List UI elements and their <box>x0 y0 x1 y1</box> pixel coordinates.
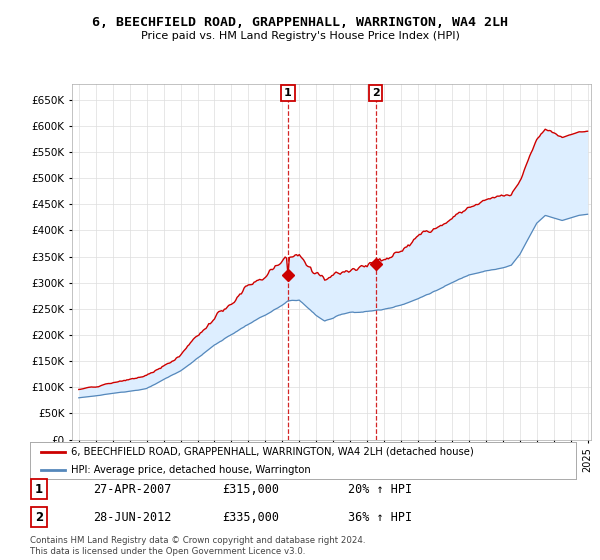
Text: 28-JUN-2012: 28-JUN-2012 <box>93 511 172 524</box>
Text: 2: 2 <box>35 511 43 524</box>
Text: 2: 2 <box>372 88 379 98</box>
Text: 1: 1 <box>284 88 292 98</box>
Text: £335,000: £335,000 <box>222 511 279 524</box>
Text: 20% ↑ HPI: 20% ↑ HPI <box>348 483 412 496</box>
Text: Price paid vs. HM Land Registry's House Price Index (HPI): Price paid vs. HM Land Registry's House … <box>140 31 460 41</box>
Text: 1: 1 <box>35 483 43 496</box>
Text: HPI: Average price, detached house, Warrington: HPI: Average price, detached house, Warr… <box>71 465 311 475</box>
Text: 27-APR-2007: 27-APR-2007 <box>93 483 172 496</box>
Text: 6, BEECHFIELD ROAD, GRAPPENHALL, WARRINGTON, WA4 2LH: 6, BEECHFIELD ROAD, GRAPPENHALL, WARRING… <box>92 16 508 29</box>
Text: Contains HM Land Registry data © Crown copyright and database right 2024.
This d: Contains HM Land Registry data © Crown c… <box>30 536 365 556</box>
Text: 6, BEECHFIELD ROAD, GRAPPENHALL, WARRINGTON, WA4 2LH (detached house): 6, BEECHFIELD ROAD, GRAPPENHALL, WARRING… <box>71 446 474 456</box>
Text: 36% ↑ HPI: 36% ↑ HPI <box>348 511 412 524</box>
Text: £315,000: £315,000 <box>222 483 279 496</box>
